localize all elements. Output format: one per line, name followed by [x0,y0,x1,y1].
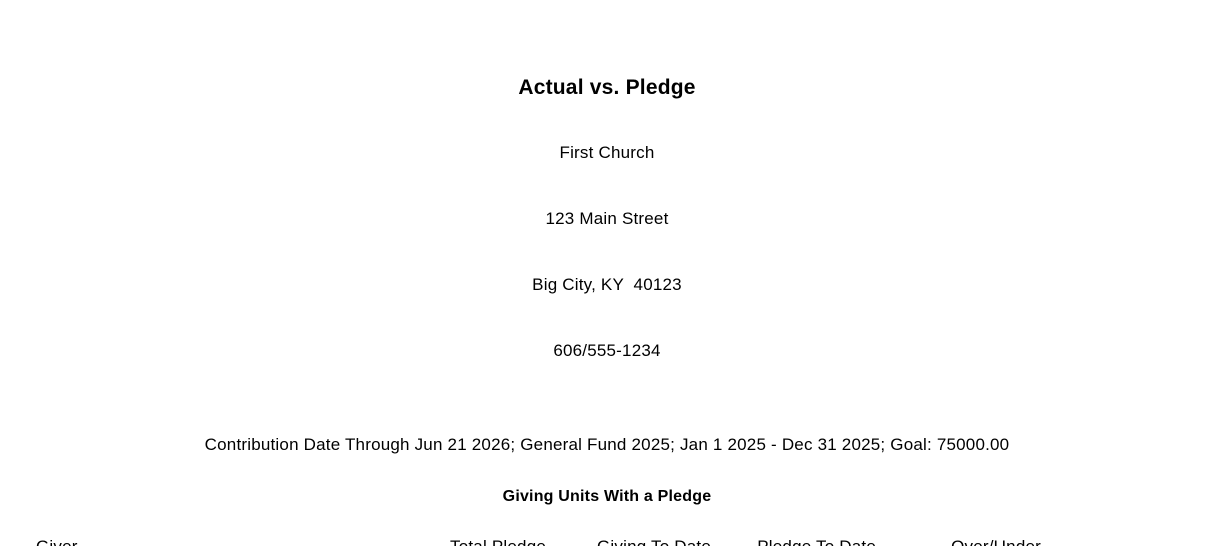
address-city-state-zip: Big City, KY 40123 [532,275,682,294]
organization-name: First Church [559,143,655,162]
column-header: Over/Under [876,534,1060,546]
column-header-text: Total Pledge [450,537,546,546]
column-header-text: Over/Under [951,537,1041,546]
phone-number: 606/555-1234 [553,341,661,360]
column-header-text: Pledge To Date [757,537,876,546]
column-header: Total Pledge [410,534,546,546]
column-header: Giver [36,534,410,546]
pledge-table: Giver Total Pledge Giving To Date Pledge To… [36,534,1060,546]
column-header-text: Giver [36,537,78,546]
column-header: Pledge To Date [711,534,876,546]
column-header-text: Giving To Date [597,537,711,546]
address-street: 123 Main Street [545,209,669,228]
report-title: Actual vs. Pledge [518,76,696,99]
column-header: Giving To Date [546,534,711,546]
section-title: Giving Units With a Pledge [502,488,712,505]
pledge-table-main: Giver Total Pledge Giving To Date Pledge To… [36,534,1060,546]
report-criteria-line: Contribution Date Through Jun 21 2026; G… [204,435,1010,454]
table-header-row: Giver Total Pledge Giving To Date Pledge To… [36,534,1060,546]
report-header: Actual vs. Pledge First Church 123 Main … [518,76,696,360]
